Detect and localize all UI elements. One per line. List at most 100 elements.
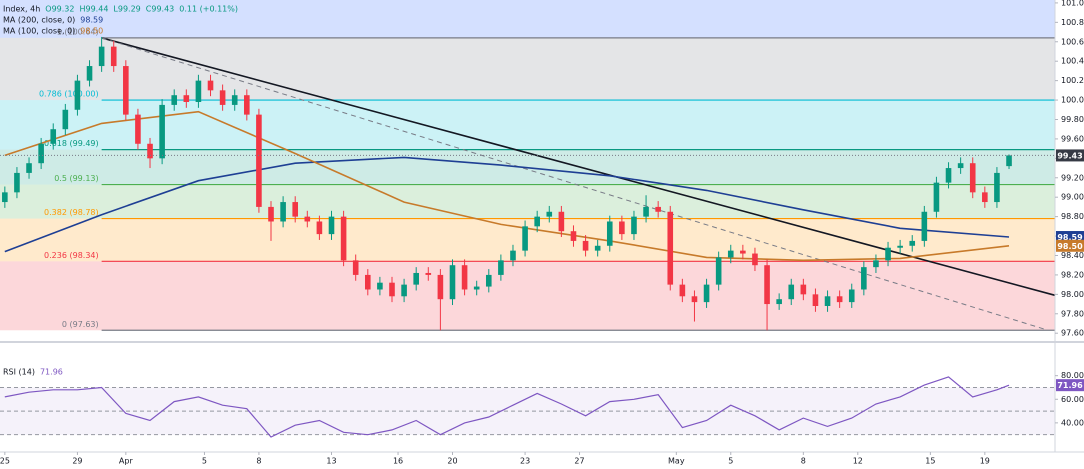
x-tick-label: Apr — [119, 457, 134, 466]
candle-body — [26, 163, 32, 173]
x-tick-label: 20 — [447, 457, 457, 466]
candle-body — [365, 275, 371, 290]
candle-body — [776, 299, 782, 304]
price-tag-label: 99.43 — [1057, 151, 1082, 160]
candle-body — [522, 226, 528, 250]
candle-body — [813, 294, 819, 306]
candle-body — [111, 47, 117, 66]
candle-body — [873, 260, 879, 267]
candle-body — [341, 217, 347, 261]
candle-body — [559, 212, 565, 231]
x-tick-label: 13 — [326, 457, 336, 466]
candle-body — [99, 47, 105, 66]
price-tag-label: 71.96 — [1057, 381, 1083, 390]
y-tick-label: 98.20 — [1061, 270, 1084, 279]
candle-body — [1006, 155, 1012, 166]
candle-body — [583, 241, 589, 251]
x-tick-label: 15 — [925, 457, 935, 466]
candle-body — [643, 207, 649, 217]
candle-body — [2, 192, 8, 202]
y-tick-label: 100.80 — [1061, 18, 1084, 27]
candle-body — [958, 163, 964, 168]
candle-body — [425, 273, 431, 275]
candle-body — [667, 212, 673, 285]
y-tick-label: 98.00 — [1061, 290, 1084, 299]
candle-body — [220, 90, 226, 105]
y-tick-label: 97.60 — [1061, 329, 1084, 338]
y-tick-label: 97.80 — [1061, 309, 1084, 318]
legend-text: C99.43 — [146, 5, 175, 14]
price-tag-label: 98.50 — [1057, 242, 1083, 251]
fib-label: 0.382 (98.78) — [44, 208, 99, 217]
candle-body — [171, 95, 177, 105]
candle-body — [680, 285, 686, 297]
candle-body — [377, 283, 383, 290]
candle-body — [268, 207, 274, 222]
candle-body — [159, 105, 165, 158]
candle-body — [619, 221, 625, 234]
candle-body — [184, 95, 190, 102]
y-tick-label: 101.00 — [1061, 0, 1084, 7]
candle-body — [450, 265, 456, 299]
legend-text: O99.32 — [45, 5, 74, 14]
x-tick-label: 8 — [256, 457, 261, 466]
y-tick-label: 80.00 — [1061, 371, 1084, 380]
candle-body — [280, 202, 286, 221]
legend-text: MA (100, close, 0) — [3, 27, 75, 36]
candle-body — [196, 81, 202, 102]
fib-label: 0.236 (98.34) — [44, 251, 99, 260]
y-tick-label: 99.60 — [1061, 134, 1084, 143]
candle-body — [438, 275, 444, 299]
candle-body — [825, 296, 831, 306]
candle-body — [595, 246, 601, 251]
x-tick-label: 5 — [728, 457, 733, 466]
candle-body — [256, 115, 262, 207]
candle-body — [716, 257, 722, 284]
y-tick-label: 98.80 — [1061, 212, 1084, 221]
fib-band — [0, 38, 1055, 100]
candle-body — [849, 289, 855, 302]
candle-body — [413, 273, 419, 285]
candle-body — [401, 285, 407, 297]
candle-body — [631, 217, 637, 234]
fib-band — [0, 261, 1055, 330]
candle-body — [305, 217, 311, 222]
legend-text: L99.29 — [113, 5, 140, 14]
candle-body — [982, 192, 988, 202]
y-tick-label: 99.80 — [1061, 115, 1084, 124]
candle-body — [50, 129, 56, 144]
y-tick-label: 99.20 — [1061, 173, 1084, 182]
candle-body — [292, 202, 298, 217]
candle-body — [752, 254, 758, 266]
fib-band — [0, 185, 1055, 219]
x-tick-label: 16 — [393, 457, 403, 466]
x-tick-label: 23 — [520, 457, 530, 466]
x-tick-label: 12 — [853, 457, 863, 466]
candle-body — [861, 267, 867, 289]
legend-text: 98.50 — [80, 27, 103, 36]
y-tick-label: 100.60 — [1061, 37, 1084, 46]
legend-text: MA (200, close, 0) — [3, 16, 75, 25]
candle-body — [389, 283, 395, 297]
legend-text: RSI (14) — [3, 368, 35, 377]
candle-body — [498, 260, 504, 275]
candle-body — [994, 173, 1000, 202]
candle-body — [897, 246, 903, 248]
fib-label: 0 (97.63) — [62, 320, 99, 329]
candle-body — [885, 248, 891, 261]
fib-label: 0.5 (99.13) — [54, 174, 98, 183]
candle-body — [546, 212, 552, 217]
candle-body — [571, 231, 577, 241]
candle-body — [462, 265, 468, 289]
candle-body — [123, 66, 129, 115]
candle-body — [486, 275, 492, 287]
y-tick-label: 99.00 — [1061, 193, 1084, 202]
candle-body — [208, 81, 214, 91]
candle-body — [353, 260, 359, 275]
candle-body — [38, 144, 44, 163]
y-tick-label: 100.20 — [1061, 76, 1084, 85]
candle-body — [329, 217, 335, 234]
candle-body — [147, 144, 153, 159]
